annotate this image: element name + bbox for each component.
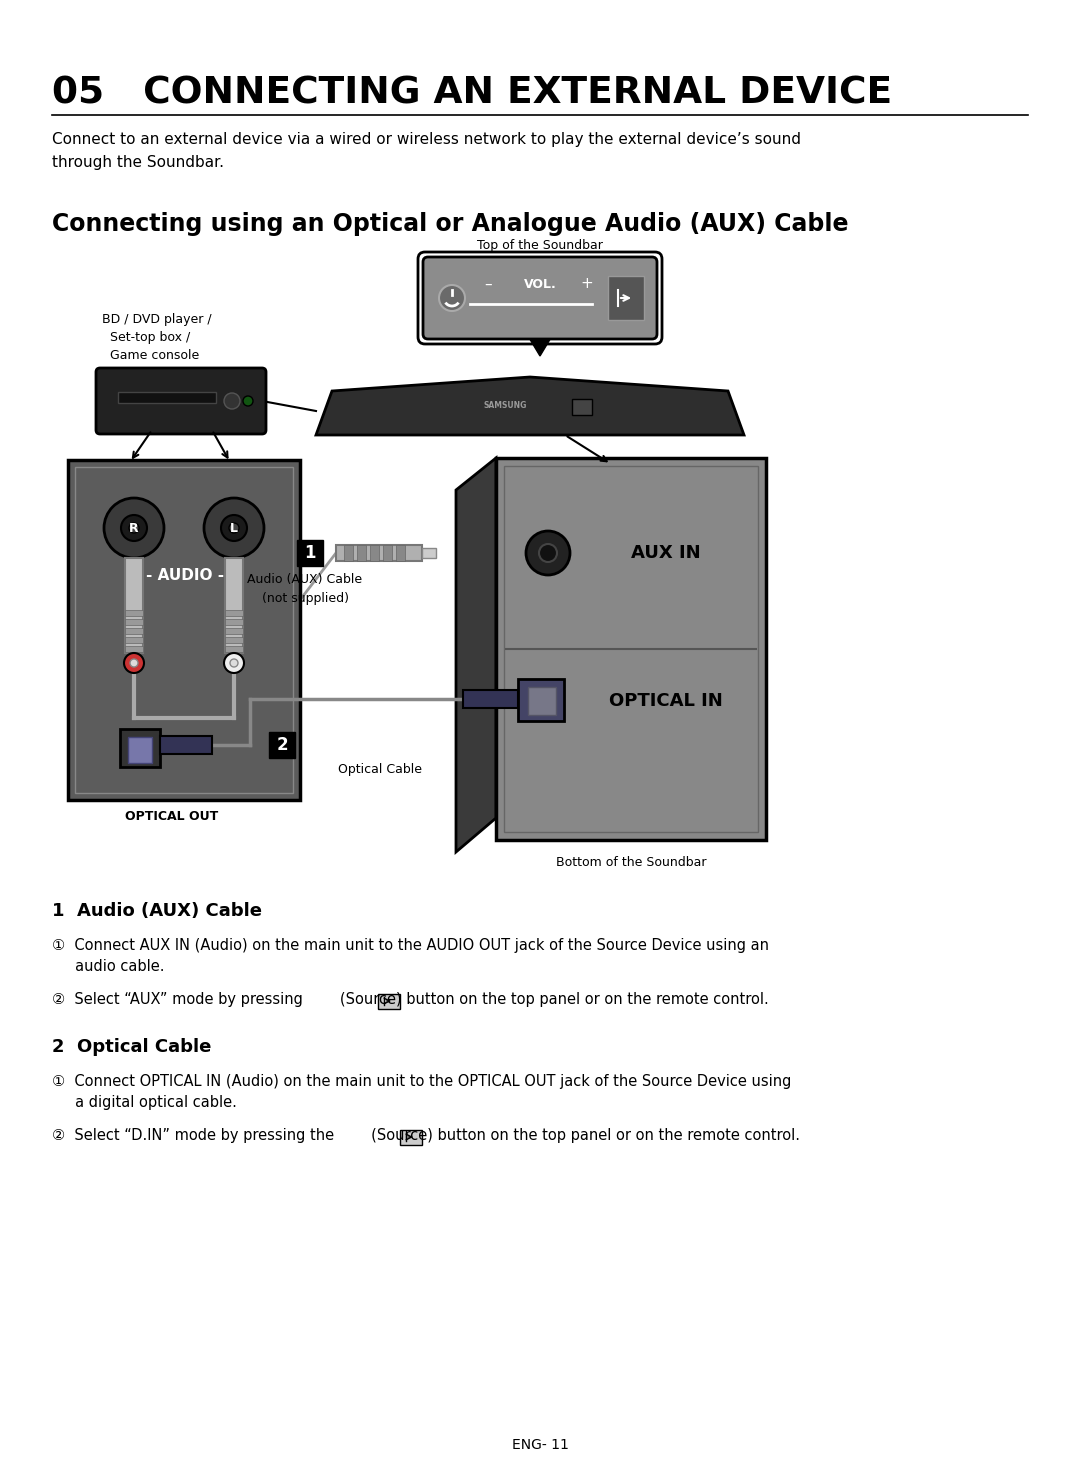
Text: Optical Cable: Optical Cable [338, 763, 422, 776]
Text: Audio (AUX) Cable
(not supplied): Audio (AUX) Cable (not supplied) [247, 572, 363, 605]
Text: BD / DVD player /
  Set-top box /
  Game console: BD / DVD player / Set-top box / Game con… [102, 314, 212, 362]
Bar [504, 466, 758, 833]
Bar [68, 460, 300, 800]
Bar [336, 544, 422, 561]
Bar [297, 540, 323, 566]
Text: 1: 1 [305, 544, 315, 562]
Bar [125, 609, 143, 615]
Bar [118, 392, 216, 402]
Circle shape [526, 531, 570, 575]
Bar [357, 544, 366, 561]
Bar [75, 467, 293, 793]
Circle shape [104, 498, 164, 558]
Bar [370, 544, 379, 561]
Text: VOL.: VOL. [524, 278, 556, 290]
Bar [572, 399, 592, 416]
Text: Connecting using an Optical or Analogue Audio (AUX) Cable: Connecting using an Optical or Analogue … [52, 211, 849, 237]
Circle shape [204, 498, 264, 558]
Circle shape [130, 660, 138, 667]
Bar [528, 688, 556, 714]
Circle shape [129, 524, 139, 532]
Bar [345, 544, 353, 561]
Text: OPTICAL OUT: OPTICAL OUT [125, 810, 218, 822]
Bar [225, 609, 243, 615]
Text: 2: 2 [276, 737, 287, 754]
FancyBboxPatch shape [96, 368, 266, 433]
Bar [269, 732, 295, 759]
Circle shape [221, 515, 247, 541]
Bar [518, 679, 564, 720]
Text: AUX IN: AUX IN [631, 544, 701, 562]
Bar [125, 558, 143, 654]
Bar [400, 1130, 422, 1145]
Text: ①  Connect OPTICAL IN (Audio) on the main unit to the OPTICAL OUT jack of the So: ① Connect OPTICAL IN (Audio) on the main… [52, 1074, 792, 1089]
Circle shape [438, 285, 465, 311]
Bar [129, 737, 152, 763]
Text: Connect to an external device via a wired or wireless network to play the extern: Connect to an external device via a wire… [52, 132, 801, 170]
Bar [125, 629, 143, 634]
Bar [120, 729, 160, 768]
Bar [225, 629, 243, 634]
Circle shape [124, 654, 144, 673]
Polygon shape [528, 336, 552, 356]
Circle shape [230, 660, 238, 667]
Bar [160, 737, 212, 754]
Text: ②  Select “AUX” mode by pressing        (Source) button on the top panel or on t: ② Select “AUX” mode by pressing (Source)… [52, 992, 769, 1007]
Bar [422, 549, 436, 558]
Circle shape [243, 396, 253, 407]
Text: 05   CONNECTING AN EXTERNAL DEVICE: 05 CONNECTING AN EXTERNAL DEVICE [52, 75, 892, 111]
Text: L: L [230, 522, 238, 534]
Bar [225, 558, 243, 654]
Bar [496, 458, 766, 840]
Polygon shape [456, 458, 496, 852]
Text: ①  Connect AUX IN (Audio) on the main unit to the AUDIO OUT jack of the Source D: ① Connect AUX IN (Audio) on the main uni… [52, 938, 769, 952]
Text: –: – [484, 277, 491, 291]
Bar [125, 637, 143, 643]
Bar [125, 620, 143, 626]
Bar [463, 691, 518, 708]
Bar [383, 544, 392, 561]
Text: audio cable.: audio cable. [52, 958, 164, 975]
Text: 1  Audio (AUX) Cable: 1 Audio (AUX) Cable [52, 902, 262, 920]
Bar [225, 637, 243, 643]
Circle shape [224, 393, 240, 410]
Text: ENG- 11: ENG- 11 [512, 1438, 568, 1452]
Text: OPTICAL IN: OPTICAL IN [609, 692, 723, 710]
Text: SAMSUNG: SAMSUNG [484, 401, 527, 411]
Circle shape [229, 524, 239, 532]
Bar [378, 994, 400, 1009]
Bar [225, 620, 243, 626]
Circle shape [121, 515, 147, 541]
Text: 2  Optical Cable: 2 Optical Cable [52, 1038, 212, 1056]
Bar [125, 646, 143, 652]
Text: R - AUDIO - L: R - AUDIO - L [129, 568, 239, 583]
Text: ②  Select “D.IN” mode by pressing the        (Source) button on the top panel or: ② Select “D.IN” mode by pressing the (So… [52, 1128, 800, 1143]
FancyBboxPatch shape [423, 257, 657, 339]
Text: a digital optical cable.: a digital optical cable. [52, 1094, 237, 1111]
Circle shape [539, 544, 557, 562]
Text: Top of the Soundbar: Top of the Soundbar [477, 240, 603, 251]
Bar [396, 544, 405, 561]
Bar [608, 277, 644, 319]
Polygon shape [316, 377, 744, 435]
Text: Bottom of the Soundbar: Bottom of the Soundbar [556, 856, 706, 870]
Circle shape [224, 654, 244, 673]
Text: R: R [130, 522, 139, 534]
Bar [225, 646, 243, 652]
Text: +: + [581, 277, 593, 291]
